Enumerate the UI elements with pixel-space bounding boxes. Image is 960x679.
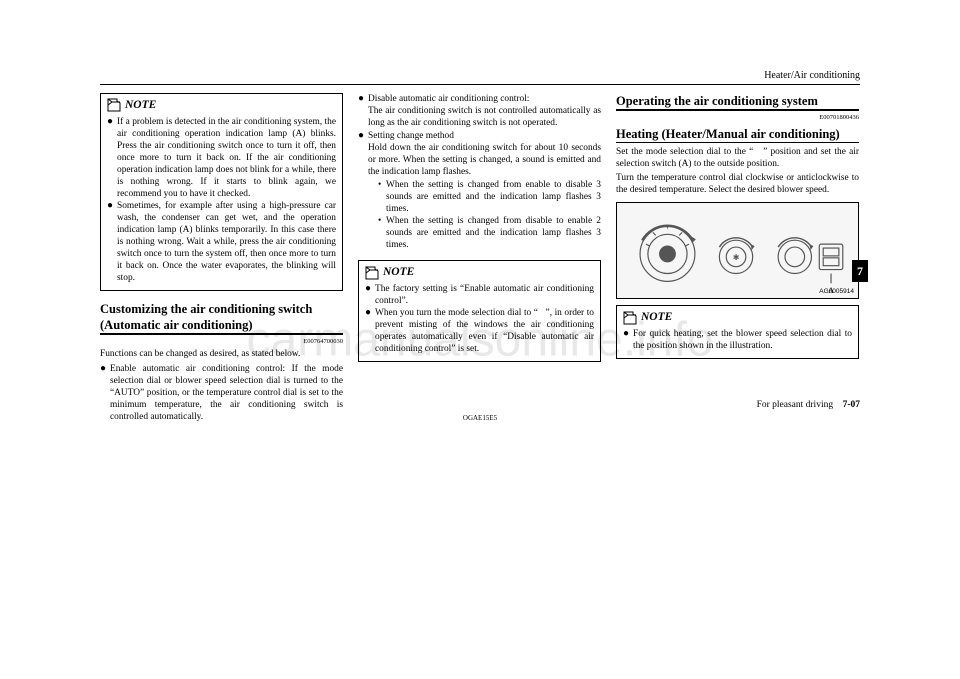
- spacer: [358, 252, 601, 260]
- ref-code: E00701800436: [616, 114, 859, 122]
- footer-center-code: OGAE15E5: [463, 414, 497, 422]
- sub-bullet-icon: •: [378, 179, 386, 215]
- note-list: ●If a problem is detected in the air con…: [107, 116, 336, 284]
- note-list: ●The factory setting is “Enable automati…: [365, 283, 594, 355]
- list-item: Disable automatic air conditioning contr…: [368, 93, 601, 129]
- note-title: NOTE: [623, 310, 852, 325]
- note-box: NOTE ●For quick heating, set the blower …: [616, 305, 859, 359]
- note-item: Sometimes, for example after using a hig…: [117, 200, 336, 284]
- sub-bullet-icon: •: [378, 215, 386, 251]
- note-icon: [107, 98, 121, 112]
- header-rule: [100, 84, 860, 85]
- page-number: 7-07: [843, 400, 860, 410]
- note-icon: [365, 266, 379, 280]
- note-icon: [623, 311, 637, 325]
- dial-illustration: ✱ A: [617, 203, 858, 298]
- bullet-icon: ●: [358, 130, 368, 251]
- bullet-icon: ●: [365, 283, 375, 307]
- body-list: ●Enable automatic air conditioning contr…: [100, 363, 343, 423]
- ref-code: E00764700030: [100, 338, 343, 346]
- footer-text: For pleasant driving: [757, 400, 834, 410]
- list-body: Hold down the air conditioning switch fo…: [368, 143, 601, 177]
- list-lead: Setting change method: [368, 131, 454, 141]
- footer-right: For pleasant driving 7-07: [757, 400, 860, 410]
- note-label: NOTE: [383, 265, 414, 280]
- subheading-rule: [616, 142, 859, 143]
- body-text: Set the mode selection dial to the “ ” p…: [616, 146, 859, 170]
- list-item: Enable automatic air conditioning contro…: [110, 363, 343, 423]
- dial-figure: ✱ A AG0005914: [616, 202, 859, 299]
- note-title: NOTE: [107, 98, 336, 113]
- content-columns: NOTE ●If a problem is detected in the ai…: [100, 93, 860, 424]
- page-footer: For pleasant driving 7-07: [100, 400, 860, 410]
- heading-rule: [100, 333, 343, 335]
- section-heading: Operating the air conditioning system: [616, 93, 859, 109]
- note-list: ●For quick heating, set the blower speed…: [623, 328, 852, 352]
- note-item: The factory setting is “Enable automatic…: [375, 283, 594, 307]
- column-1: NOTE ●If a problem is detected in the ai…: [100, 93, 343, 424]
- note-item: If a problem is detected in the air cond…: [117, 116, 336, 200]
- body-text: Turn the temperature control dial clockw…: [616, 172, 859, 196]
- note-item: For quick heating, set the blower speed …: [633, 328, 852, 352]
- bullet-icon: ●: [365, 307, 375, 355]
- note-box: NOTE ●The factory setting is “Enable aut…: [358, 260, 601, 362]
- column-2: ● Disable automatic air conditioning con…: [358, 93, 601, 424]
- bullet-icon: ●: [107, 116, 117, 200]
- page-header-section: Heater/Air conditioning: [100, 70, 860, 81]
- subsection-heading: Heating (Heater/Manual air conditioning): [616, 126, 859, 142]
- note-label: NOTE: [641, 310, 672, 325]
- heading-rule: [616, 109, 859, 111]
- body-text: Functions can be changed as desired, as …: [100, 348, 343, 360]
- column-3: Operating the air conditioning system E0…: [616, 93, 859, 424]
- bullet-icon: ●: [623, 328, 633, 352]
- body-list: ● Disable automatic air conditioning con…: [358, 93, 601, 251]
- note-box: NOTE ●If a problem is detected in the ai…: [100, 93, 343, 291]
- sub-item: When the setting is changed from disable…: [386, 215, 601, 251]
- bullet-icon: ●: [107, 200, 117, 284]
- svg-text:✱: ✱: [733, 253, 740, 262]
- figure-code: AG0005914: [819, 288, 854, 296]
- sub-item: When the setting is changed from enable …: [386, 179, 601, 215]
- list-lead: Disable automatic air conditioning contr…: [368, 94, 529, 104]
- bullet-icon: ●: [358, 93, 368, 129]
- note-title: NOTE: [365, 265, 594, 280]
- chapter-tab: 7: [852, 260, 868, 282]
- subsection-heading: Customizing the air conditioning switch …: [100, 301, 343, 333]
- bullet-icon: ●: [100, 363, 110, 423]
- list-item: Setting change method Hold down the air …: [368, 130, 601, 251]
- sub-list: •When the setting is changed from enable…: [368, 179, 601, 251]
- note-item: When you turn the mode selection dial to…: [375, 307, 594, 355]
- note-label: NOTE: [125, 98, 156, 113]
- manual-page: Heater/Air conditioning NOTE ●If a probl…: [100, 70, 860, 424]
- list-body: The air conditioning switch is not contr…: [368, 106, 601, 128]
